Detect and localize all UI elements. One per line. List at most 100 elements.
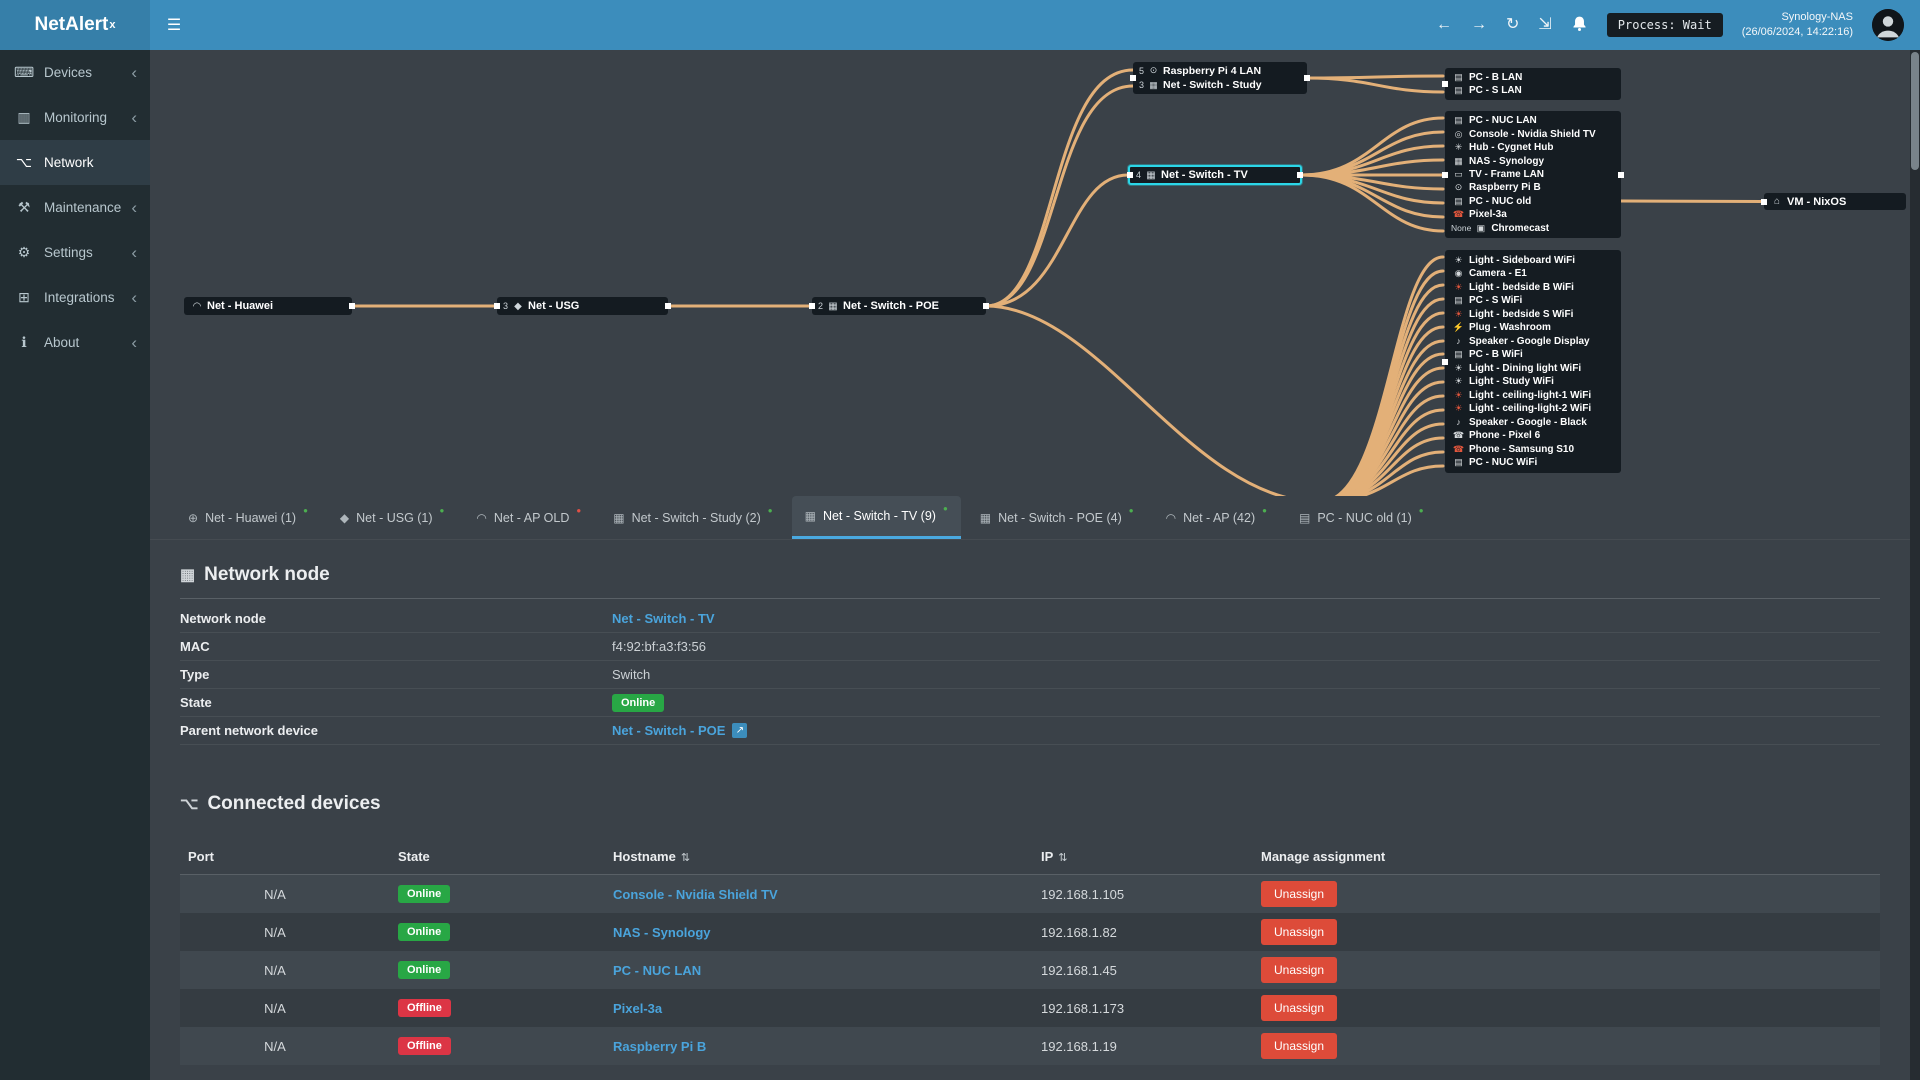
sidebar-item-maintenance[interactable]: ⚒ Maintenance ‹	[0, 185, 150, 230]
device-label: Camera - E1	[1469, 268, 1527, 280]
topology-device-pc-b-lan[interactable]: ▤ PC - B LAN	[1445, 72, 1621, 83]
node-label: Net - Huawei	[207, 300, 274, 312]
topology-node-net-switch-tv-selected[interactable]: 4 ▦ Net - Switch - TV	[1127, 165, 1303, 185]
sidebar-item-label: Integrations	[44, 290, 115, 305]
topology-device-pixel-3a[interactable]: ☎ Pixel-3a	[1445, 209, 1621, 220]
device-label: PC - B LAN	[1469, 72, 1523, 83]
sort-icon[interactable]: ⇅	[1058, 852, 1068, 864]
topology-device-light-ceiling-2[interactable]: ☀ Light - ceiling-light-2 WiFi	[1445, 403, 1621, 414]
parent-node-link[interactable]: Net - Switch - POE	[612, 723, 726, 738]
col-hostname[interactable]: Hostname ⇅	[613, 849, 691, 864]
tab-net-switch-study[interactable]: ▦ Net - Switch - Study (2)	[600, 496, 785, 539]
chart-icon: ▥	[17, 109, 31, 125]
topology-device-light-bedside-b[interactable]: ☀ Light - bedside B WiFi	[1445, 282, 1621, 293]
info-label: Parent network device	[180, 723, 318, 738]
forward-icon[interactable]: →	[1470, 16, 1487, 33]
topology-device-tv-frame-lan[interactable]: ▭ TV - Frame LAN	[1445, 169, 1621, 180]
raspberry-pi-icon: ⊙	[1454, 182, 1463, 193]
tab-pc-nuc-old[interactable]: ▤ PC - NUC old (1)	[1286, 496, 1437, 539]
sidebar-item-settings[interactable]: ⚙ Settings ‹	[0, 230, 150, 275]
col-ip[interactable]: IP ⇅	[1041, 849, 1068, 864]
topology-device-light-ceiling-1[interactable]: ☀ Light - ceiling-light-1 WiFi	[1445, 390, 1621, 401]
unassign-button[interactable]: Unassign	[1261, 881, 1338, 907]
sidebar-item-network[interactable]: ⌥ Network	[0, 140, 150, 185]
hostname-link[interactable]: PC - NUC LAN	[613, 962, 702, 978]
topology-node-raspberrypi4-study[interactable]: 5 ⊙ Raspberry Pi 4 LAN 3 ▦ Net - Switch …	[1130, 62, 1310, 94]
unassign-button[interactable]: Unassign	[1261, 995, 1338, 1021]
topology-device-hub-cygnet[interactable]: ✳ Hub - Cygnet Hub	[1445, 142, 1621, 153]
topology-device-nas-synology[interactable]: ▦ NAS - Synology	[1445, 156, 1621, 167]
topology-device-pc-nuc-wifi[interactable]: ▤ PC - NUC WiFi	[1445, 457, 1621, 468]
hostname-link[interactable]: Raspberry Pi B	[613, 1038, 707, 1054]
process-status-badge[interactable]: Process: Wait	[1606, 13, 1723, 37]
topology-node-net-switch-poe[interactable]: 2 ▦ Net - Switch - POE	[809, 297, 989, 315]
sidebar-item-monitoring[interactable]: ▥ Monitoring ‹	[0, 95, 150, 140]
topology-device-pc-s-wifi[interactable]: ▤ PC - S WiFi	[1445, 295, 1621, 306]
scrollbar-thumb[interactable]	[1911, 52, 1919, 170]
topology-device-light-bedside-s[interactable]: ☀ Light - bedside S WiFi	[1445, 309, 1621, 320]
tab-net-ap[interactable]: ◠ Net - AP (42)	[1153, 496, 1280, 539]
page-scrollbar[interactable]	[1910, 50, 1920, 1080]
info-row-mac: MAC f4:92:bf:a3:f3:56	[180, 633, 1880, 661]
pc-icon: ▤	[1298, 510, 1311, 525]
topology-node-raspberry-pi-4-lan[interactable]: 5 ⊙ Raspberry Pi 4 LAN	[1133, 65, 1307, 77]
topology-device-plug-washroom[interactable]: ⚡ Plug - Washroom	[1445, 322, 1621, 333]
tab-net-huawei[interactable]: ⊕ Net - Huawei (1)	[175, 496, 321, 539]
topology-node-net-huawei[interactable]: ◠ Net - Huawei	[184, 297, 355, 315]
topology-device-pc-b-wifi[interactable]: ▤ PC - B WiFi	[1445, 349, 1621, 360]
topology-device-speaker-google-black[interactable]: ♪ Speaker - Google - Black	[1445, 417, 1621, 428]
unassign-button[interactable]: Unassign	[1261, 1033, 1338, 1059]
sort-icon[interactable]: ⇅	[680, 852, 691, 864]
topology-device-light-dining[interactable]: ☀ Light - Dining light WiFi	[1445, 363, 1621, 374]
avatar[interactable]	[1872, 9, 1904, 41]
refresh-icon[interactable]: ↻	[1505, 16, 1520, 33]
bell-icon[interactable]	[1571, 15, 1588, 36]
switch-icon: ▦	[804, 509, 816, 523]
device-label: PC - S WiFi	[1469, 295, 1523, 307]
topology-device-pc-nuc-lan[interactable]: ▤ PC - NUC LAN	[1445, 115, 1621, 126]
device-label: Pixel-3a	[1469, 209, 1507, 221]
status-dot	[303, 507, 308, 515]
hostname-link[interactable]: Pixel-3a	[613, 1000, 663, 1016]
wrench-icon: ⚒	[17, 199, 31, 215]
bulb-icon: ☀	[1454, 376, 1463, 387]
external-link-icon[interactable]: ↗	[732, 723, 748, 738]
topology-device-light-sideboard[interactable]: ☀ Light - Sideboard WiFi	[1445, 255, 1621, 266]
topology-device-phone-pixel-6[interactable]: ☎ Phone - Pixel 6	[1445, 430, 1621, 441]
back-icon[interactable]: ←	[1435, 16, 1452, 33]
topology-device-console-nvidia[interactable]: ◎ Console - Nvidia Shield TV	[1445, 129, 1621, 140]
topology-device-raspberry-pi-b[interactable]: ⊙ Raspberry Pi B	[1445, 182, 1621, 193]
topology-device-phone-samsung-s10[interactable]: ☎ Phone - Samsung S10	[1445, 444, 1621, 455]
sidebar-item-about[interactable]: ℹ About ‹	[0, 320, 150, 365]
topology-device-pc-nuc-old[interactable]: ▤ PC - NUC old	[1445, 196, 1621, 207]
sidebar-item-integrations[interactable]: ⊞ Integrations ‹	[0, 275, 150, 320]
topology-node-vm-nixos[interactable]: ⌂ VM - NixOS	[1761, 193, 1906, 210]
tab-net-ap-old[interactable]: ◠ Net - AP OLD	[463, 496, 594, 539]
topology-device-speaker-google-display[interactable]: ♪ Speaker - Google Display	[1445, 336, 1621, 347]
unassign-button[interactable]: Unassign	[1261, 919, 1338, 945]
topology-device-chromecast[interactable]: None ▣ Chromecast	[1445, 223, 1621, 234]
hostname-link[interactable]: NAS - Synology	[613, 924, 711, 940]
unassign-button[interactable]: Unassign	[1261, 957, 1338, 983]
topology-node-net-switch-study[interactable]: 3 ▦ Net - Switch - Study	[1133, 79, 1307, 91]
hostname-link[interactable]: Console - Nvidia Shield TV	[613, 886, 778, 902]
chevron-left-icon: ‹	[131, 62, 137, 82]
tab-label: Net - AP OLD	[493, 510, 570, 525]
sidebar-item-label: Monitoring	[44, 110, 108, 125]
topology-node-net-usg[interactable]: 3 ◆ Net - USG	[494, 297, 671, 315]
menu-toggle-icon[interactable]: ☰	[166, 17, 182, 34]
tab-net-switch-tv[interactable]: ▦ Net - Switch - TV (9)	[791, 496, 961, 539]
topology-device-camera-e1[interactable]: ◉ Camera - E1	[1445, 268, 1621, 279]
topology-device-pc-s-lan[interactable]: ▤ PC - S LAN	[1445, 85, 1621, 96]
vm-icon: ⌂	[1773, 196, 1781, 207]
topology-device-light-study[interactable]: ☀ Light - Study WiFi	[1445, 376, 1621, 387]
tab-net-switch-poe[interactable]: ▦ Net - Switch - POE (4)	[967, 496, 1147, 539]
port-cell: N/A	[264, 962, 286, 978]
camera-icon: ◉	[1454, 268, 1463, 279]
device-label: PC - NUC LAN	[1469, 115, 1537, 127]
tab-net-usg[interactable]: ◆ Net - USG (1)	[327, 496, 457, 539]
expand-icon[interactable]: ⇲	[1538, 16, 1552, 33]
app-logo[interactable]: NetAlert x	[0, 0, 150, 50]
sidebar-item-devices[interactable]: ⌨ Devices ‹	[0, 50, 150, 95]
network-node-link[interactable]: Net - Switch - TV	[612, 611, 715, 626]
